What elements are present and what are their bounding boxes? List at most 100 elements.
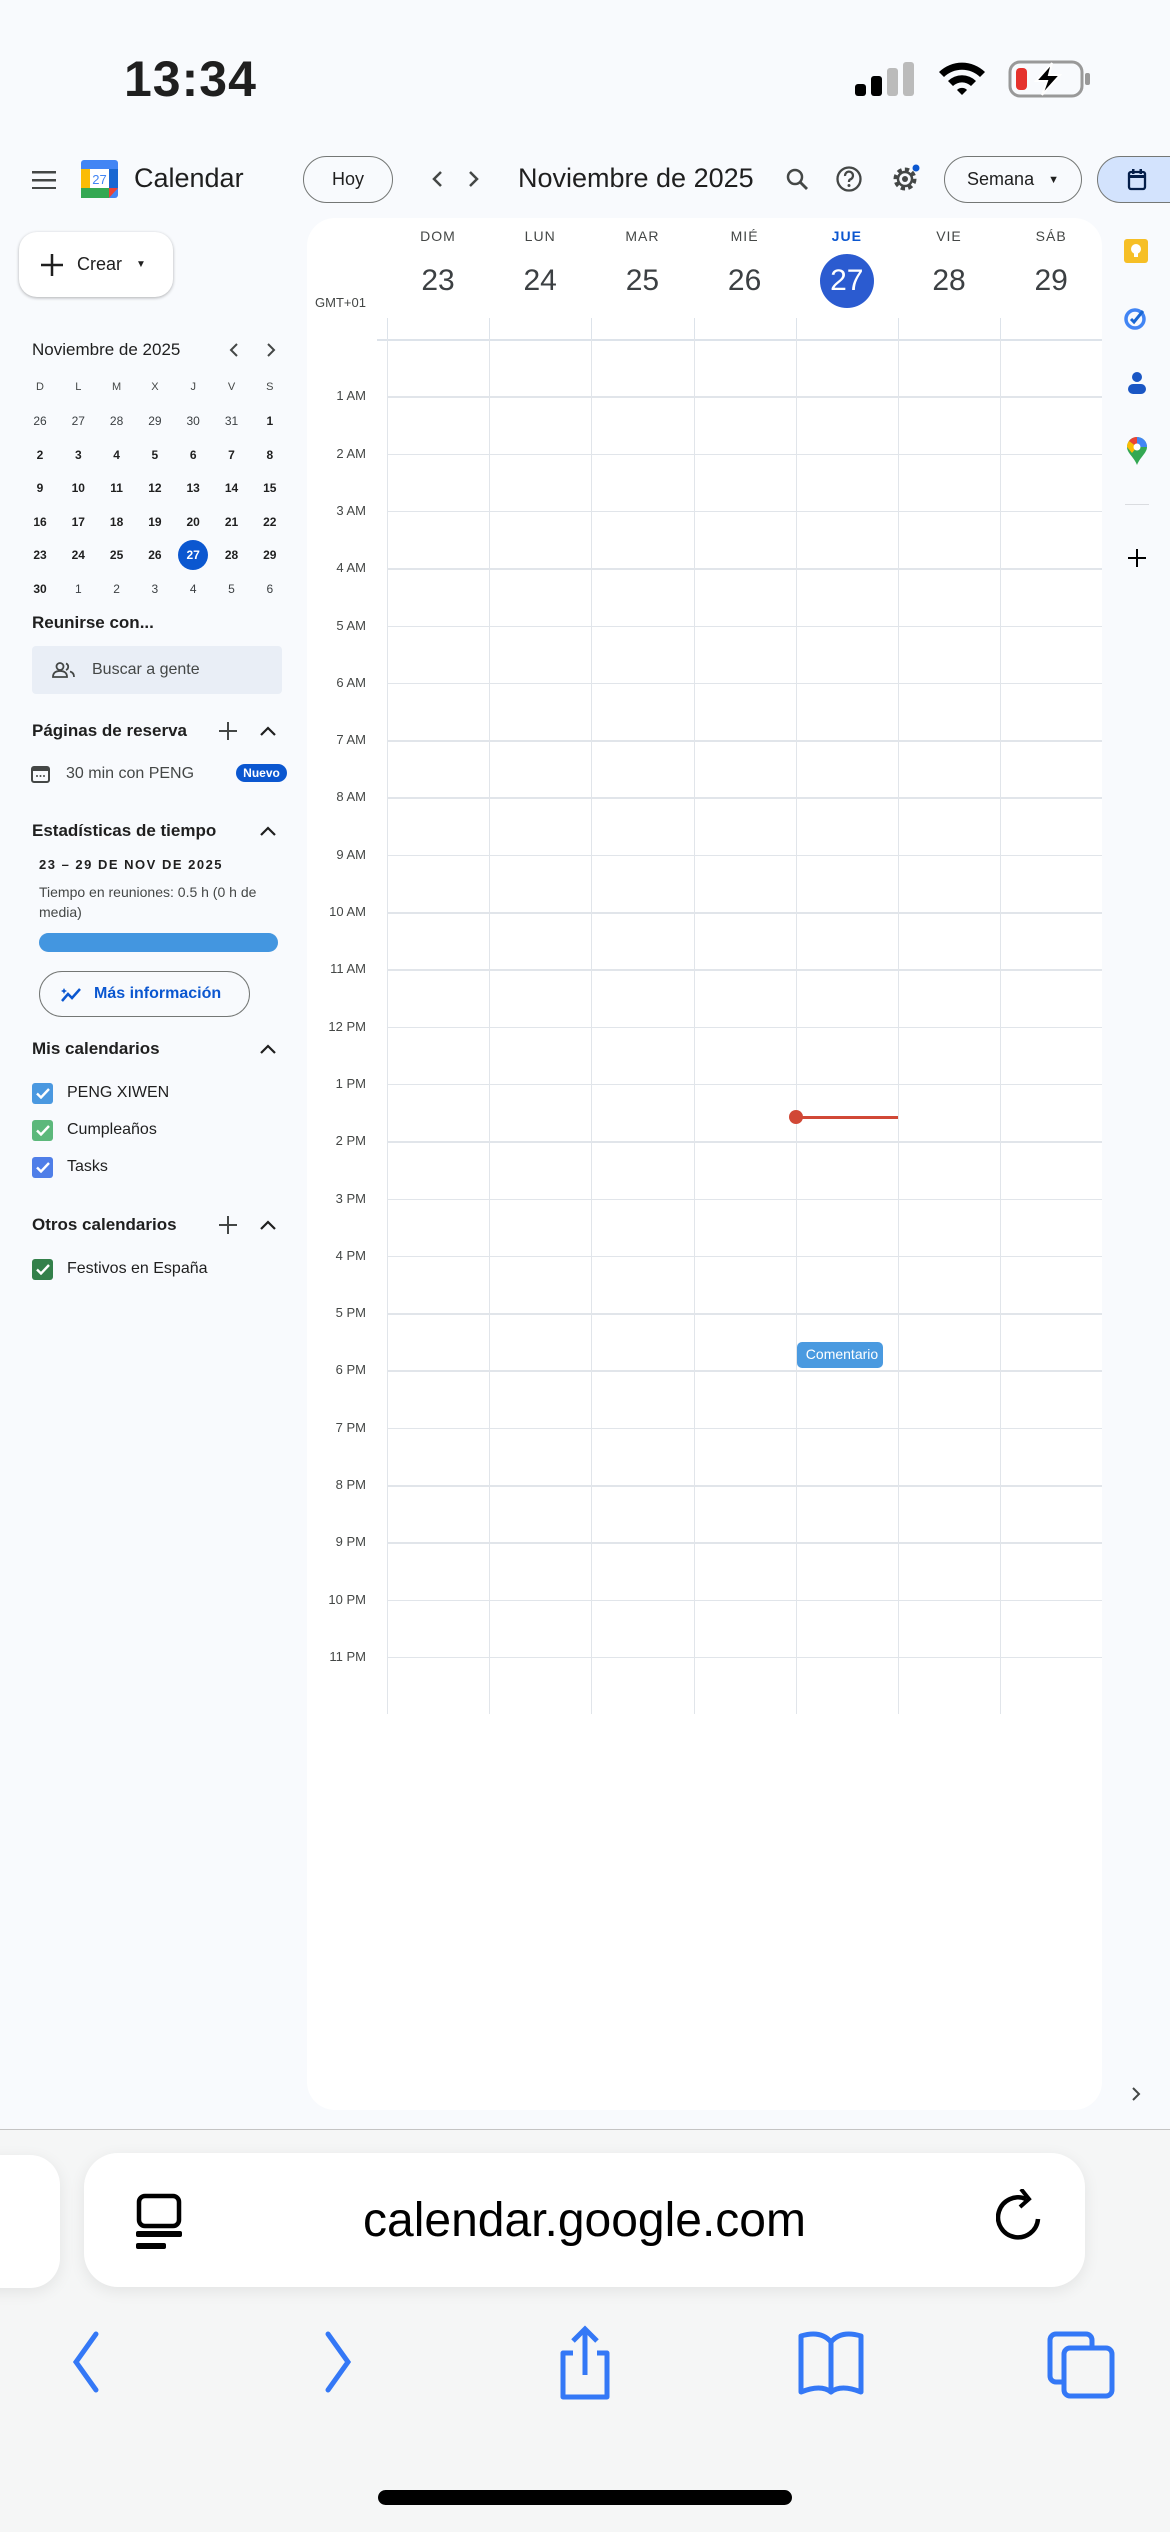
mini-day[interactable]: 20 bbox=[186, 514, 200, 529]
help-icon[interactable] bbox=[834, 164, 864, 194]
mini-day[interactable]: 3 bbox=[151, 582, 159, 596]
previous-tab-card[interactable] bbox=[0, 2155, 60, 2288]
previous-week-button[interactable] bbox=[422, 164, 452, 194]
mini-day[interactable]: 1 bbox=[266, 414, 274, 428]
mini-day[interactable]: 1 bbox=[74, 582, 82, 596]
day-number-button[interactable]: 29 bbox=[1000, 254, 1102, 308]
today-button[interactable]: Hoy bbox=[303, 156, 393, 203]
mini-day[interactable]: 24 bbox=[71, 548, 85, 563]
add-booking-page-button[interactable] bbox=[216, 719, 240, 743]
mini-day[interactable]: 6 bbox=[189, 447, 197, 462]
expand-side-panel-icon[interactable] bbox=[1131, 2087, 1141, 2106]
calendar-view-toggle[interactable] bbox=[1097, 156, 1170, 203]
maps-icon[interactable] bbox=[1127, 437, 1147, 470]
mini-day[interactable]: 17 bbox=[71, 514, 85, 529]
mini-day[interactable]: 21 bbox=[224, 514, 239, 529]
mini-day[interactable]: 28 bbox=[109, 414, 124, 428]
mini-day[interactable]: 27 bbox=[71, 414, 85, 428]
mini-weekday: J bbox=[190, 381, 196, 393]
mini-day[interactable]: 4 bbox=[189, 582, 197, 596]
stats-meeting-time-line1: Tiempo en reuniones: 0.5 h (0 h de bbox=[39, 884, 257, 900]
keep-icon[interactable] bbox=[1124, 239, 1148, 263]
more-info-button[interactable]: Más información bbox=[39, 971, 250, 1017]
settings-gear-icon[interactable] bbox=[888, 162, 922, 196]
mini-day[interactable]: 19 bbox=[148, 514, 162, 529]
add-addon-icon[interactable] bbox=[1128, 549, 1146, 572]
mini-day[interactable]: 5 bbox=[228, 582, 235, 596]
tabs-icon[interactable] bbox=[1046, 2330, 1116, 2400]
calendar-checkbox[interactable] bbox=[32, 1156, 53, 1178]
contacts-icon[interactable] bbox=[1126, 371, 1148, 400]
mini-day[interactable]: 28 bbox=[224, 548, 239, 563]
mini-day[interactable]: 8 bbox=[266, 447, 274, 462]
mini-prev-month-button[interactable] bbox=[222, 338, 246, 362]
people-icon bbox=[52, 662, 75, 678]
browser-back-icon[interactable] bbox=[68, 2330, 104, 2394]
add-other-calendar-button[interactable] bbox=[216, 1213, 240, 1237]
mini-day[interactable]: 25 bbox=[109, 548, 124, 563]
search-icon[interactable] bbox=[782, 164, 812, 194]
event-chip[interactable]: Comentario bbox=[796, 1341, 883, 1368]
mini-day[interactable]: 7 bbox=[228, 447, 235, 462]
mini-day[interactable]: 11 bbox=[110, 481, 123, 496]
mini-day[interactable]: 4 bbox=[113, 447, 120, 462]
collapse-other-calendars-icon[interactable] bbox=[256, 1213, 280, 1237]
mini-day[interactable]: 26 bbox=[33, 414, 47, 428]
address-bar[interactable]: calendar.google.com bbox=[84, 2153, 1085, 2287]
mini-day[interactable]: 2 bbox=[36, 447, 44, 462]
main-menu-icon[interactable] bbox=[28, 164, 60, 196]
collapse-my-calendars-icon[interactable] bbox=[256, 1037, 280, 1061]
day-number-button[interactable]: 25 bbox=[591, 254, 693, 308]
day-number-button[interactable]: 27 bbox=[796, 254, 898, 308]
mini-day[interactable]: 18 bbox=[109, 514, 124, 529]
mini-day[interactable]: 29 bbox=[263, 548, 277, 563]
mini-day[interactable]: 29 bbox=[148, 414, 162, 428]
calendar-checkbox[interactable] bbox=[32, 1258, 53, 1280]
bookmarks-icon[interactable] bbox=[795, 2330, 867, 2396]
booking-page-item[interactable]: 30 min con PENG bbox=[30, 760, 290, 788]
mini-day[interactable]: 14 bbox=[224, 481, 239, 496]
mini-day[interactable]: 26 bbox=[148, 548, 162, 563]
mini-day[interactable]: 31 bbox=[224, 414, 239, 428]
share-icon[interactable] bbox=[555, 2325, 615, 2401]
view-selector-dropdown[interactable]: Semana ▼ bbox=[944, 156, 1082, 203]
browser-forward-icon[interactable] bbox=[320, 2330, 356, 2394]
mini-day[interactable]: 6 bbox=[266, 582, 274, 596]
calendar-label: Cumpleaños bbox=[67, 1121, 157, 1138]
mini-day[interactable]: 23 bbox=[33, 548, 47, 563]
mini-day[interactable]: 22 bbox=[263, 514, 277, 529]
calendar-item[interactable]: Tasks bbox=[32, 1155, 282, 1179]
mini-day[interactable]: 3 bbox=[74, 447, 82, 462]
reload-icon bbox=[996, 2189, 1041, 2240]
mini-day[interactable]: 12 bbox=[148, 481, 162, 496]
mini-day-selected[interactable]: 27 bbox=[178, 540, 209, 571]
mini-day[interactable]: 2 bbox=[113, 582, 120, 596]
calendar-item[interactable]: Festivos en España bbox=[32, 1257, 282, 1281]
mini-day[interactable]: 30 bbox=[33, 582, 47, 596]
day-number-button[interactable]: 28 bbox=[898, 254, 1000, 308]
hour-label: 3 PM bbox=[335, 1190, 366, 1206]
mini-day[interactable]: 5 bbox=[151, 447, 159, 462]
mini-day[interactable]: 9 bbox=[36, 481, 44, 496]
day-number-button[interactable]: 26 bbox=[694, 254, 796, 308]
mini-day[interactable]: 13 bbox=[186, 481, 200, 496]
mini-day[interactable]: 10 bbox=[71, 481, 85, 496]
week-grid[interactable]: 1 AM 2 AM 3 AM 4 AM 5 AM 6 AM 7 AM 8 AM 9 AM 10 A… bbox=[307, 318, 1102, 1718]
calendar-checkbox[interactable] bbox=[32, 1119, 53, 1141]
mini-day[interactable]: 30 bbox=[186, 414, 200, 428]
calendar-item[interactable]: PENG XIWEN bbox=[32, 1081, 282, 1105]
calendar-checkbox[interactable] bbox=[32, 1082, 53, 1104]
mini-day[interactable]: 15 bbox=[263, 481, 277, 496]
next-week-button[interactable] bbox=[459, 164, 489, 194]
tasks-icon[interactable] bbox=[1124, 306, 1148, 335]
collapse-stats-icon[interactable] bbox=[256, 819, 280, 843]
day-number-button[interactable]: 23 bbox=[387, 254, 489, 308]
create-button[interactable]: Crear ▼ bbox=[19, 232, 173, 297]
mini-next-month-button[interactable] bbox=[259, 338, 283, 362]
mini-day[interactable]: 16 bbox=[33, 514, 47, 529]
collapse-booking-icon[interactable] bbox=[256, 719, 280, 743]
meet-with-title: Reunirse con... bbox=[32, 613, 154, 632]
calendar-item[interactable]: Cumpleaños bbox=[32, 1118, 282, 1142]
search-people-input[interactable]: Buscar a gente bbox=[32, 646, 282, 694]
day-number-button[interactable]: 24 bbox=[489, 254, 591, 308]
